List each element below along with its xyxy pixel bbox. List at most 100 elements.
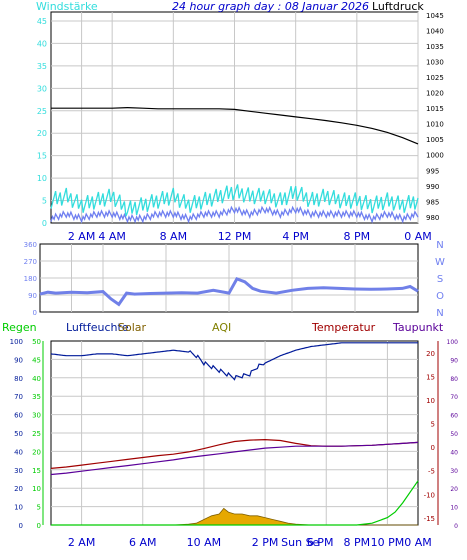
dewpoint-label: Taupunkt bbox=[392, 321, 444, 334]
humidity-label: Luftfeuchte bbox=[66, 321, 129, 334]
x-tick-label: 2 AM bbox=[68, 536, 96, 549]
left-tick-label: 30 bbox=[37, 84, 47, 93]
rain-tick-label: 10 bbox=[32, 485, 41, 493]
wind-direction-line bbox=[39, 277, 419, 307]
x-tick-label: 12 PM bbox=[218, 230, 252, 243]
right-tick-label: 990 bbox=[426, 183, 439, 191]
temperature-tick-label: -10 bbox=[424, 491, 435, 499]
humidity-tick-label: 60 bbox=[14, 412, 23, 420]
temperature-tick-label: 15 bbox=[426, 373, 435, 381]
humidity-tick-label: 100 bbox=[10, 338, 23, 346]
rain-label: Regen bbox=[2, 321, 37, 334]
x-tick-label: 8 AM bbox=[160, 230, 188, 243]
left-tick-label: 15 bbox=[37, 152, 47, 161]
series bbox=[50, 342, 419, 526]
rain-tick-label: 25 bbox=[32, 430, 41, 438]
direction-letter: N bbox=[436, 308, 443, 319]
humidity-tick-label: 70 bbox=[14, 393, 23, 401]
left-tick-label: 10 bbox=[37, 174, 47, 183]
temperature-tick-label: -5 bbox=[428, 468, 435, 476]
y-tick-label: 180 bbox=[24, 275, 37, 283]
series bbox=[50, 106, 419, 224]
axis-ticks: 0102030405060708090100051015202530354045… bbox=[10, 338, 459, 530]
right-tick-label: 1005 bbox=[426, 136, 444, 144]
x-tick-label: 8 PM bbox=[344, 230, 371, 243]
humidity-tick-label: 20 bbox=[14, 485, 23, 493]
right-tick-label: 1035 bbox=[426, 43, 444, 51]
left-tick-label: 5 bbox=[42, 197, 47, 206]
pressure-line bbox=[51, 106, 419, 145]
left-tick-label: 0 bbox=[42, 219, 47, 228]
humidity-tick-label: 50 bbox=[14, 430, 23, 438]
direction-letter: W bbox=[435, 257, 445, 268]
rain-tick-label: 50 bbox=[32, 338, 41, 346]
y-tick-label: 270 bbox=[24, 258, 37, 266]
y-tick-label: 90 bbox=[28, 292, 37, 300]
temperature-tick-label: -15 bbox=[424, 515, 435, 523]
right-tick-label: 980 bbox=[426, 214, 439, 222]
x-tick-label: 10 PM bbox=[371, 536, 405, 549]
wind-axis-title: Windstärke bbox=[36, 0, 98, 13]
right-tick-label: 1010 bbox=[426, 121, 444, 129]
aqi-tick-label: 20 bbox=[450, 486, 458, 493]
x-tick-label: Sun Se bbox=[281, 536, 319, 549]
direction-letter: O bbox=[436, 291, 444, 302]
wind-gust-line bbox=[50, 184, 419, 217]
rain-tick-label: 5 bbox=[37, 504, 41, 512]
rain-tick-label: 0 bbox=[37, 522, 41, 530]
x-tick-label: 0 AM bbox=[404, 230, 432, 243]
solar-label: Solar bbox=[118, 321, 147, 334]
x-tick-label: 6 PM bbox=[307, 536, 334, 549]
x-axis-ticks: 2 AM 6 AM 10 AM 2 PM Sun Se6 PM 8 PM 10 PM 0 AM bbox=[68, 536, 432, 549]
rain-tick-label: 15 bbox=[32, 467, 41, 475]
grid bbox=[40, 244, 418, 312]
aqi-tick-label: 70 bbox=[450, 394, 458, 401]
aqi-tick-label: 80 bbox=[450, 376, 458, 383]
y-tick-label: 0 bbox=[33, 309, 37, 317]
y-tick-label: 360 bbox=[24, 241, 37, 249]
dewpoint-line bbox=[50, 441, 419, 476]
right-tick-label: 1000 bbox=[426, 152, 444, 160]
x-tick-label: 10 AM bbox=[187, 536, 222, 549]
left-tick-label: 45 bbox=[37, 17, 47, 26]
humidity-tick-label: 0 bbox=[19, 522, 23, 530]
humidity-line bbox=[50, 342, 418, 381]
rain-tick-label: 45 bbox=[32, 356, 41, 364]
right-axis-ticks: 980 985 990 995 1000 1005 1010 1015 1020 1025 1030… bbox=[426, 12, 444, 222]
humidity-tick-label: 90 bbox=[14, 356, 23, 364]
series bbox=[39, 277, 419, 307]
humidity-tick-label: 80 bbox=[14, 375, 23, 383]
x-tick-label: 4 PM bbox=[282, 230, 309, 243]
temperature-tick-label: 0 bbox=[431, 444, 435, 452]
x-tick-label: 2 AM bbox=[68, 230, 96, 243]
temperature-label: Temperatur bbox=[311, 321, 376, 334]
pressure-axis-title: Luftdruck bbox=[372, 0, 424, 13]
left-tick-label: 40 bbox=[37, 39, 47, 48]
rain-tick-label: 30 bbox=[32, 412, 41, 420]
humidity-tick-label: 30 bbox=[14, 467, 23, 475]
rain-tick-label: 35 bbox=[32, 393, 41, 401]
humidity-tick-label: 40 bbox=[14, 448, 23, 456]
aqi-tick-label: 60 bbox=[450, 413, 458, 420]
climate-panel: 0102030405060708090100051015202530354045… bbox=[2, 321, 458, 549]
solar-area bbox=[51, 507, 418, 526]
x-tick-label: 2 PM bbox=[252, 536, 279, 549]
right-tick-label: 985 bbox=[426, 198, 439, 206]
humidity-tick-label: 10 bbox=[14, 504, 23, 512]
aqi-tick-label: 0 bbox=[454, 523, 458, 530]
right-tick-label: 995 bbox=[426, 167, 439, 175]
wind-average-line bbox=[50, 205, 419, 224]
aqi-tick-label: 40 bbox=[450, 449, 458, 456]
rain-line bbox=[51, 480, 419, 526]
left-tick-label: 25 bbox=[37, 107, 47, 116]
chart-title: 24 hour graph day : 08 Januar 2026 bbox=[172, 0, 369, 13]
temperature-tick-label: 10 bbox=[426, 397, 435, 405]
x-tick-label: 6 AM bbox=[129, 536, 157, 549]
right-tick-label: 1025 bbox=[426, 74, 444, 82]
direction-letter: S bbox=[437, 274, 443, 285]
